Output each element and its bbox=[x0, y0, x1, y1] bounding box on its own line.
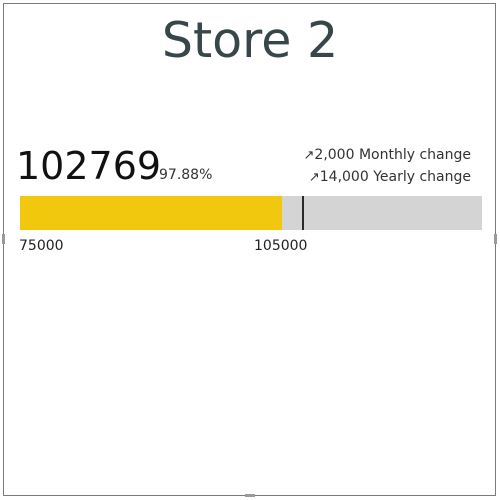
kpi-value: 102769 bbox=[16, 144, 162, 188]
yearly-change-amount: 14,000 bbox=[319, 169, 369, 185]
monthly-change-amount: 2,000 bbox=[314, 147, 355, 163]
gauge-target-label: 105000 bbox=[254, 238, 308, 254]
yearly-change: ↗14,000 Yearly change bbox=[309, 167, 471, 188]
yearly-change-label: Yearly change bbox=[373, 169, 471, 185]
gauge-track bbox=[20, 196, 482, 230]
monthly-change-label: Monthly change bbox=[358, 147, 471, 163]
resize-handle-bottom[interactable] bbox=[245, 494, 255, 497]
resize-handle-left[interactable] bbox=[2, 234, 5, 244]
trend-up-icon: ↗ bbox=[308, 170, 320, 185]
gauge-fill bbox=[20, 196, 282, 230]
resize-handle-right[interactable] bbox=[494, 234, 497, 244]
card-title: Store 2 bbox=[161, 12, 339, 69]
visual-card[interactable] bbox=[3, 3, 496, 496]
kpi-percent: 97.88% bbox=[159, 167, 213, 183]
monthly-change: ↗2,000 Monthly change bbox=[304, 145, 471, 166]
gauge-min-label: 75000 bbox=[19, 238, 64, 254]
gauge-target-marker bbox=[301, 196, 304, 230]
trend-up-icon: ↗ bbox=[303, 148, 315, 163]
